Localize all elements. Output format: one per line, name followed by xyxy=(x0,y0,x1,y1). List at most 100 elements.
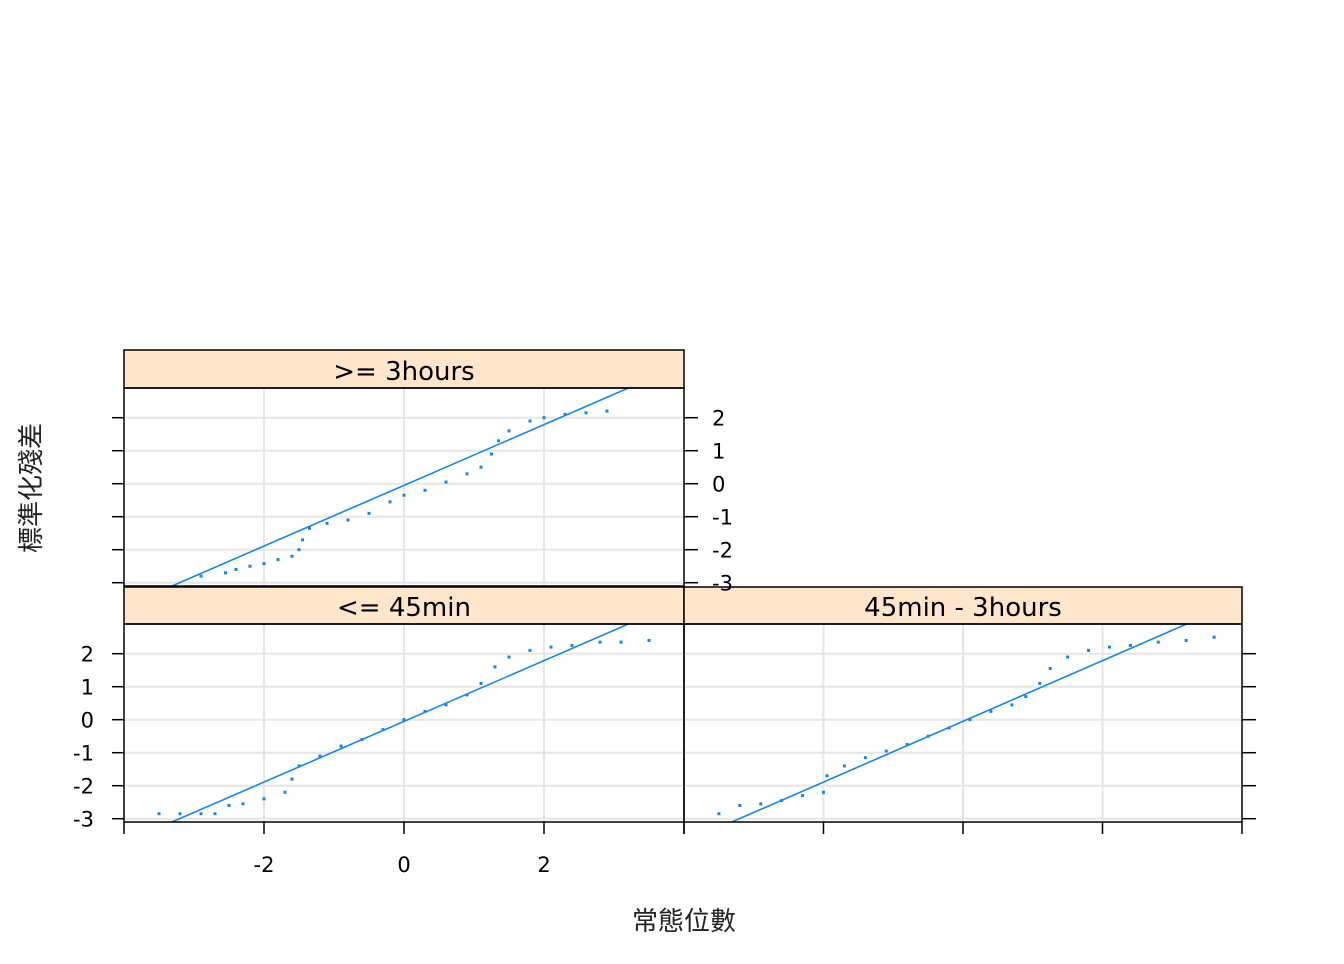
qq-point xyxy=(262,797,266,801)
panel-frame xyxy=(123,387,685,587)
qq-point xyxy=(780,799,784,803)
qq-point xyxy=(290,554,294,558)
qq-point xyxy=(367,511,371,515)
panel-grid xyxy=(124,388,684,586)
qq-point xyxy=(490,452,493,456)
qq-point xyxy=(248,564,252,568)
panel-grid xyxy=(124,624,684,822)
qq-point xyxy=(297,548,301,552)
qq-point xyxy=(276,558,280,562)
qq-point xyxy=(570,643,574,647)
qq-point xyxy=(989,709,993,713)
panels-layer: >= 3hours <= 45min 45min - 3hours xyxy=(123,349,1243,823)
qq-point xyxy=(497,439,500,443)
qq-point xyxy=(388,500,392,504)
qq-reference-line xyxy=(169,388,631,586)
y-tick-label: -2 xyxy=(712,539,733,563)
y-axis-right-1: -3 -2 -1 0 1 2 xyxy=(684,407,733,596)
x-tick-label: 0 xyxy=(397,853,410,877)
qq-point xyxy=(290,777,294,781)
qq-point xyxy=(926,734,930,738)
qq-point xyxy=(423,488,427,492)
y-axis-left-1 xyxy=(112,416,124,584)
qq-point xyxy=(801,794,805,798)
qq-point xyxy=(465,693,469,697)
qq-point xyxy=(227,804,231,807)
y-tick-label: 1 xyxy=(712,440,725,464)
y-tick-label: -3 xyxy=(712,572,733,596)
panel-strip xyxy=(123,586,685,625)
qq-point xyxy=(325,521,329,525)
qq-point xyxy=(360,738,364,741)
qq-point xyxy=(1156,640,1160,644)
qq-point xyxy=(444,480,448,484)
qq-point xyxy=(1087,648,1091,652)
qq-point xyxy=(842,764,846,768)
qq-point xyxy=(542,416,546,420)
qq-point xyxy=(402,493,406,497)
panel-2: <= 45min xyxy=(123,586,685,823)
qq-point xyxy=(444,703,448,707)
y-tick-label: 1 xyxy=(81,676,94,700)
y-tick-label: -2 xyxy=(73,775,94,799)
qq-point xyxy=(297,764,301,768)
qq-point xyxy=(584,411,588,415)
qq-point xyxy=(1038,681,1042,685)
panel-strip-label: <= 45min xyxy=(337,593,471,623)
qq-point xyxy=(1048,667,1052,671)
qq-point xyxy=(262,562,266,566)
qq-point xyxy=(528,648,532,652)
qq-point xyxy=(738,804,742,807)
qq-point xyxy=(825,774,829,778)
qq-point xyxy=(479,465,483,469)
qq-point xyxy=(717,812,721,816)
qq-point xyxy=(224,571,227,575)
qq-point xyxy=(1107,645,1111,649)
qq-point xyxy=(199,812,203,816)
y-tick-label: 2 xyxy=(81,643,94,667)
qq-point xyxy=(346,518,350,522)
qq-point xyxy=(549,645,553,649)
qq-point xyxy=(605,409,609,413)
panel-strip-label: 45min - 3hours xyxy=(864,593,1062,623)
qq-point xyxy=(947,726,951,730)
qq-point xyxy=(157,812,161,816)
qq-point xyxy=(339,744,343,748)
panel-3: 45min - 3hours xyxy=(683,586,1243,823)
qq-point xyxy=(1066,655,1070,659)
qq-point xyxy=(493,665,497,669)
qq-point xyxy=(1128,643,1132,647)
x-axis-title: 常態位數 xyxy=(632,907,736,937)
qq-point xyxy=(178,812,182,816)
y-tick-label: 0 xyxy=(712,473,725,497)
qq-point xyxy=(402,718,406,722)
panel-data xyxy=(169,388,631,586)
qq-point xyxy=(863,756,867,760)
qq-point xyxy=(759,802,763,806)
qq-point xyxy=(507,429,511,433)
x-tick-label: 2 xyxy=(537,853,550,877)
y-tick-label: -1 xyxy=(712,506,733,530)
qq-point xyxy=(1212,635,1216,639)
qq-point xyxy=(1024,695,1028,699)
y-axis-left-2: -3 -2 -1 0 1 2 xyxy=(73,643,124,832)
qq-reference-line xyxy=(729,624,1189,822)
panel-data xyxy=(157,624,651,822)
qq-point xyxy=(647,639,651,642)
panel-1: >= 3hours xyxy=(123,349,685,587)
y-axis-title: 標準化殘差 xyxy=(17,423,47,553)
qq-point xyxy=(423,709,427,713)
x-axis-3 xyxy=(683,822,1243,834)
y-tick-label: -1 xyxy=(73,742,94,766)
qq-point xyxy=(507,655,511,659)
qq-point xyxy=(318,754,322,758)
qq-point xyxy=(619,640,623,644)
qq-point xyxy=(199,574,203,578)
axes-layer: -3 -2 -1 0 1 2 -3 -2 -1 0 1 2 -2 0 2 xyxy=(73,407,1256,877)
qq-point xyxy=(598,640,602,644)
qq-point xyxy=(301,538,304,542)
qq-point xyxy=(884,749,888,753)
y-tick-label: 2 xyxy=(712,407,725,431)
qq-point xyxy=(241,802,245,806)
